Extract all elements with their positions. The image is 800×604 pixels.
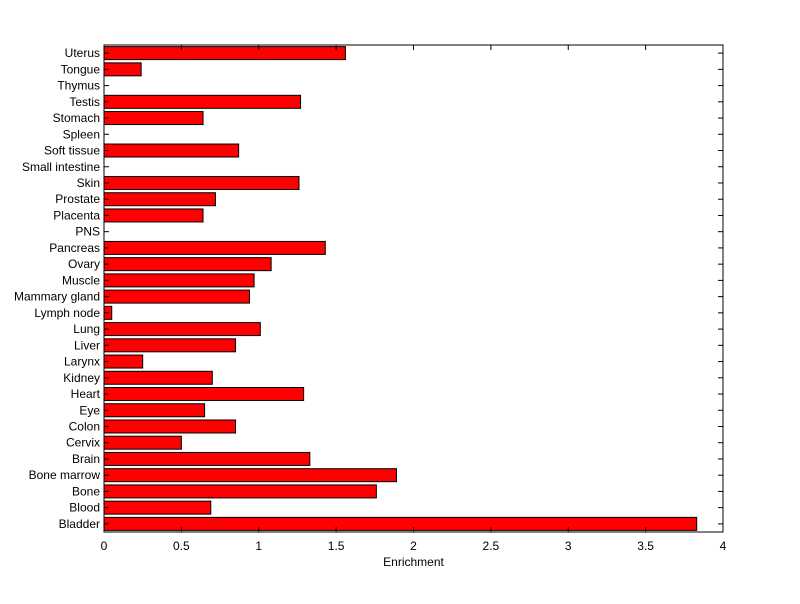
bar-colon	[103, 419, 237, 434]
y-tick-label: Uterus	[65, 46, 100, 60]
x-tick-label: 3.5	[637, 539, 654, 553]
bar-uterus	[103, 46, 346, 61]
bar-cervix	[103, 435, 182, 450]
y-tick-label: Placenta	[53, 208, 100, 222]
y-tick-label: Spleen	[63, 127, 100, 141]
x-axis-label: Enrichment	[383, 555, 444, 569]
bar-bone-marrow	[103, 468, 397, 483]
bar-skin	[103, 175, 300, 190]
y-tick-label: Kidney	[63, 371, 100, 385]
y-tick-label: Cervix	[66, 436, 100, 450]
y-tick-label: Tongue	[61, 62, 101, 76]
x-tick-label: 2.5	[483, 539, 500, 553]
bar-soft-tissue	[103, 143, 240, 158]
y-tick-label: Ovary	[68, 257, 100, 271]
bar-testis	[103, 94, 302, 109]
y-tick-label: Prostate	[55, 192, 100, 206]
bar-bone	[103, 484, 377, 499]
y-tick-label: PNS	[75, 225, 100, 239]
x-tick-label: 0	[101, 539, 108, 553]
y-tick-label: Small intestine	[22, 160, 100, 174]
y-tick-label: Mammary gland	[14, 290, 100, 304]
bar-ovary	[103, 257, 272, 272]
bar-kidney	[103, 370, 213, 385]
bar-placenta	[103, 208, 204, 223]
bar-larynx	[103, 354, 144, 369]
x-tick-label: 2	[410, 539, 417, 553]
x-tick-label: 3	[565, 539, 572, 553]
bar-muscle	[103, 273, 255, 288]
x-tick-label: 0.5	[173, 539, 190, 553]
bar-heart	[103, 387, 305, 402]
y-tick-label: Lung	[73, 322, 100, 336]
bar-brain	[103, 451, 311, 466]
y-tick-label: Pancreas	[49, 241, 100, 255]
y-tick-label: Muscle	[62, 273, 100, 287]
bar-pancreas	[103, 240, 326, 255]
bar-lung	[103, 322, 261, 337]
y-tick-label: Testis	[69, 95, 100, 109]
y-tick-label: Thymus	[57, 79, 100, 93]
bar-bladder	[103, 516, 698, 531]
y-tick-label: Colon	[69, 419, 100, 433]
bar-mammary-gland	[103, 289, 250, 304]
bar-prostate	[103, 192, 216, 207]
y-tick-label: Bone marrow	[29, 468, 101, 482]
y-tick-label: Bone	[72, 484, 100, 498]
y-tick-label: Heart	[71, 387, 101, 401]
plot-frame	[103, 44, 724, 533]
bar-tongue	[103, 62, 142, 77]
bar-eye	[103, 403, 206, 418]
x-tick-label: 1.5	[328, 539, 345, 553]
bar-blood	[103, 500, 212, 515]
y-tick-label: Soft tissue	[44, 144, 100, 158]
y-tick-label: Stomach	[53, 111, 100, 125]
y-tick-label: Lymph node	[34, 306, 100, 320]
bar-liver	[103, 338, 237, 353]
x-tick-label: 4	[720, 539, 727, 553]
y-tick-label: Eye	[79, 403, 100, 417]
x-tick-label: 1	[255, 539, 262, 553]
y-tick-label: Larynx	[64, 355, 100, 369]
y-tick-label: Blood	[69, 501, 100, 515]
y-tick-label: Liver	[74, 338, 100, 352]
y-tick-label: Bladder	[59, 517, 100, 531]
bar-stomach	[103, 111, 204, 126]
y-tick-label: Brain	[72, 452, 100, 466]
y-tick-label: Skin	[77, 176, 100, 190]
